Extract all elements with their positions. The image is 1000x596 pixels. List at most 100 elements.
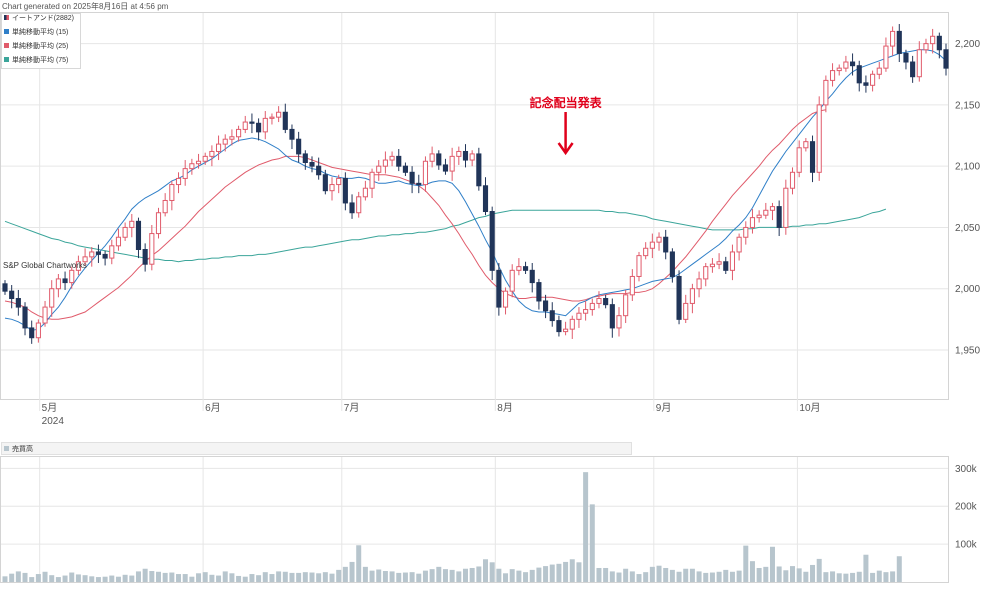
candle-body-up <box>82 256 88 263</box>
legend-box <box>1 13 81 69</box>
volume-bar <box>162 572 168 582</box>
candle-body-down <box>402 165 408 173</box>
volume-legend-bar <box>1 442 632 455</box>
candle-body-down <box>282 111 288 130</box>
candle-body-up <box>836 67 842 72</box>
volume-bar <box>623 568 629 582</box>
volume-bar <box>863 554 869 582</box>
candle-body-up <box>749 217 756 228</box>
candle-body-up <box>789 171 796 189</box>
candle <box>549 302 555 327</box>
candle <box>476 147 482 191</box>
candle-body-down <box>135 220 142 251</box>
candle-body-up <box>202 155 208 162</box>
volume-bar <box>289 572 295 582</box>
candle <box>15 289 21 316</box>
arrow-head <box>557 142 574 156</box>
volume-bar <box>810 564 816 582</box>
candle-body-down <box>476 153 482 187</box>
candle <box>356 191 362 218</box>
volume-bar <box>196 573 202 582</box>
candle-body-up <box>262 117 268 133</box>
candle <box>402 162 408 176</box>
candle-body-down <box>316 165 322 176</box>
volume-bar <box>222 571 228 582</box>
candle <box>289 124 295 150</box>
volume-bar <box>449 569 455 582</box>
candle <box>416 174 422 194</box>
candle <box>743 221 749 245</box>
candle-body-up <box>242 121 248 130</box>
candle-body-down <box>663 236 669 253</box>
candle <box>236 125 242 142</box>
candle-body-up <box>449 155 455 172</box>
volume-bar <box>896 556 902 582</box>
legend-label-sma75: 単純移動平均 (75) <box>12 55 68 64</box>
volume-bar <box>149 571 155 582</box>
sma-line-25 <box>4 109 826 320</box>
candle <box>175 172 182 194</box>
candle-body-down <box>549 310 555 322</box>
candle <box>736 233 742 261</box>
candle-body-up <box>456 150 462 157</box>
volume-bar <box>596 567 602 582</box>
volume-bar <box>689 568 695 582</box>
volume-bar <box>15 571 21 582</box>
volume-bar <box>709 572 715 582</box>
volume-bar <box>870 572 876 582</box>
candle-body-down <box>436 153 442 166</box>
candle <box>456 146 462 165</box>
volume-bar <box>603 567 609 582</box>
volume-bar <box>95 577 101 582</box>
volume-legend[interactable]: 売買高 <box>1 442 632 455</box>
candle-body-up <box>656 236 662 243</box>
candle-body-up <box>843 61 849 69</box>
candle-body-up <box>689 288 695 304</box>
candle <box>29 320 35 344</box>
price-tick-label: 2,150 <box>955 100 980 111</box>
candle <box>209 145 215 167</box>
candle-body-down <box>482 185 489 213</box>
candle <box>803 137 809 152</box>
candle <box>142 243 148 272</box>
volume-bar <box>489 562 495 582</box>
price-tick-label: 2,000 <box>955 284 980 295</box>
candle-body-up <box>356 196 362 214</box>
month-tick-label: 7月 <box>344 402 360 414</box>
volume-bar <box>830 571 836 582</box>
candle <box>516 258 522 276</box>
candle-body-down <box>29 327 35 339</box>
legend-swatch-price-up <box>6 15 9 20</box>
candle-body-up <box>42 306 48 324</box>
volume-bar <box>49 575 55 582</box>
legend-label-sma15: 単純移動平均 (15) <box>12 27 68 36</box>
candle <box>309 156 315 173</box>
volume-bar <box>276 571 282 582</box>
candle-body-down <box>943 49 949 69</box>
price-tick-label: 2,200 <box>955 39 980 50</box>
candle-body-up <box>583 309 589 314</box>
candle <box>9 285 15 309</box>
candle <box>703 262 709 287</box>
legend-swatch-sma25 <box>4 43 9 48</box>
candle-body-up <box>222 138 228 145</box>
candle <box>162 193 168 217</box>
candle <box>522 261 529 275</box>
volume-bar <box>549 564 555 582</box>
candle <box>589 298 595 316</box>
candle <box>763 202 769 219</box>
candle <box>529 262 535 293</box>
price-legend[interactable]: イートアンド(2882) 単純移動平均 (15) 単純移動平均 (25) 単純移… <box>1 13 81 69</box>
candle <box>49 280 55 317</box>
candle <box>656 232 662 251</box>
legend-label-sma25: 単純移動平均 (25) <box>12 41 68 50</box>
candle <box>336 174 342 194</box>
candle <box>943 43 949 76</box>
candle <box>916 41 922 82</box>
candle-body-up <box>643 247 649 257</box>
candle <box>489 206 495 281</box>
candle <box>569 315 575 339</box>
legend-swatch-sma75 <box>4 57 9 62</box>
volume-bar <box>536 567 542 582</box>
candle <box>276 106 282 123</box>
